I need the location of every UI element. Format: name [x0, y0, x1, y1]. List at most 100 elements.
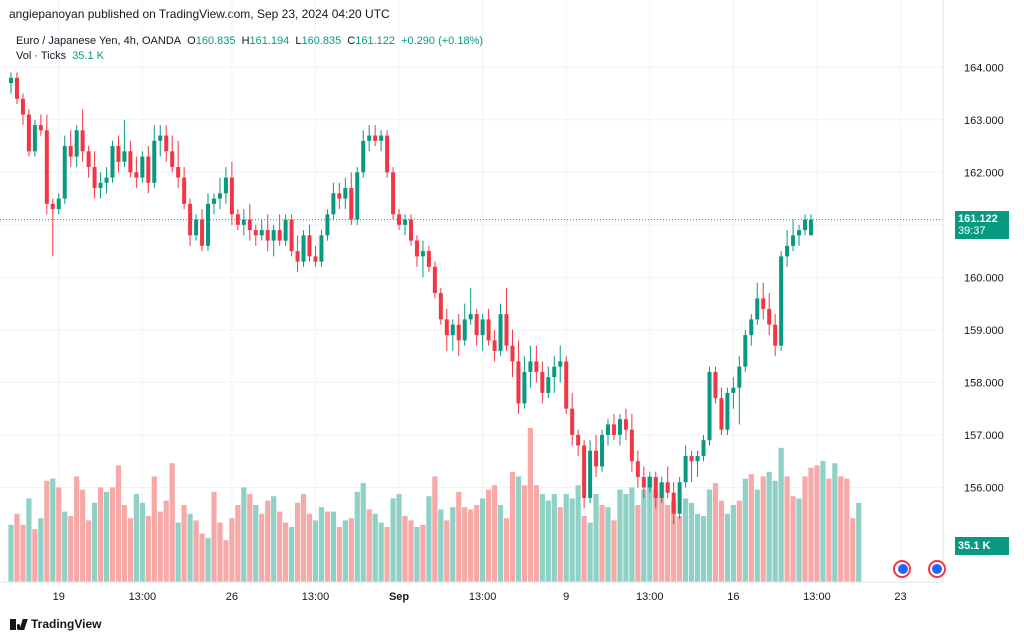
candle-body: [176, 167, 181, 178]
volume-bar: [426, 496, 432, 582]
volume-bar: [420, 524, 426, 582]
volume-bar: [86, 520, 92, 582]
candle-body: [773, 324, 778, 346]
candle-body: [647, 476, 652, 488]
volume-bar: [187, 513, 193, 582]
candle-body: [128, 151, 133, 173]
candle-body: [223, 177, 228, 194]
volume-axis-value: 35.1 K: [958, 540, 991, 552]
volume-bar: [97, 487, 104, 582]
candle-body: [289, 219, 294, 252]
candle-body: [803, 219, 808, 231]
candle-body: [516, 361, 521, 404]
volume-bar: [62, 511, 68, 582]
volume-bar: [724, 513, 730, 582]
volume-bar: [324, 511, 331, 582]
candle-body: [606, 424, 610, 435]
volume-bar: [527, 428, 533, 582]
candle-body: [546, 377, 551, 393]
symbol-title[interactable]: Euro / Japanese Yen, 4h, OANDA: [16, 35, 182, 47]
volume-bar: [557, 507, 563, 582]
candle-body: [98, 182, 103, 189]
volume-bar: [330, 511, 336, 582]
candle-body: [325, 214, 330, 236]
volume-bar: [354, 491, 360, 582]
candle-body: [229, 177, 234, 215]
candle-body: [44, 130, 49, 204]
candle-body: [337, 193, 342, 199]
candle-body: [808, 219, 813, 236]
time-tick: 13:00: [129, 591, 157, 603]
candle-body: [731, 387, 736, 393]
candle-body: [504, 314, 509, 346]
candle-body: [56, 198, 61, 210]
footer-brand[interactable]: TradingView: [10, 617, 101, 631]
volume-bar: [808, 467, 814, 582]
volume-bar: [306, 513, 313, 582]
volume-bar: [372, 513, 378, 582]
candle-body: [62, 146, 67, 199]
time-tick: 13:00: [803, 591, 831, 603]
volume-bar: [288, 527, 295, 582]
volume-bar: [814, 465, 820, 582]
grid-lines: [0, 0, 943, 582]
volume-bar: [718, 500, 725, 582]
candle-body: [26, 114, 31, 152]
candle-body: [653, 476, 658, 498]
volume-bar: [103, 491, 110, 582]
volume-bar: [647, 476, 653, 582]
candle-body: [170, 151, 175, 168]
candle-body: [755, 298, 760, 320]
candle-body: [576, 434, 581, 446]
candle-body: [779, 256, 784, 346]
time-tick: 9: [563, 591, 569, 603]
volume-bar: [497, 505, 504, 582]
volume-bar: [109, 487, 116, 582]
open-label: O: [187, 35, 196, 47]
bar-countdown: 39:37: [958, 224, 986, 237]
candle-body: [689, 455, 694, 462]
candle-body: [403, 219, 408, 225]
high-value: 161.194: [249, 35, 290, 47]
candle-body: [677, 482, 682, 514]
candle-body: [307, 235, 312, 257]
volume-bar: [635, 505, 641, 582]
candle-body: [737, 366, 742, 388]
volume-bar: [283, 522, 289, 582]
candle-body: [635, 461, 640, 477]
candle-body: [152, 140, 157, 183]
candle-body: [38, 125, 43, 131]
time-tick: 13:00: [302, 591, 330, 603]
volume-bar: [342, 520, 348, 582]
volume-bar: [772, 480, 778, 582]
volume-bar: [599, 505, 605, 582]
candle-body: [271, 230, 276, 241]
candle-body: [623, 419, 628, 430]
volume-bar: [390, 498, 396, 582]
volume-bar: [235, 505, 241, 582]
candle-body: [594, 450, 599, 467]
volume-bar: [348, 518, 354, 582]
volume-bar: [796, 498, 802, 582]
volume-label[interactable]: Vol · Ticks: [16, 50, 67, 62]
volume-bar: [444, 520, 450, 582]
volume-bar: [742, 478, 748, 582]
volume-bar: [605, 507, 611, 582]
candle-body: [247, 219, 252, 231]
volume-bar: [491, 485, 498, 582]
close-value: 161.122: [355, 35, 396, 47]
candle-body: [74, 130, 79, 157]
price-tick: 162.000: [964, 167, 1004, 179]
candle-body: [486, 319, 491, 341]
volume-bar: [91, 502, 98, 582]
candle-body: [50, 203, 55, 210]
price-tick: 158.000: [964, 377, 1004, 389]
volume-bar: [760, 476, 766, 582]
change-value: +0.290 (+0.18%): [401, 35, 484, 47]
candle-body: [492, 340, 497, 351]
volume-bar: [145, 516, 151, 582]
volume-bar: [778, 447, 784, 582]
footer-brand-name: TradingView: [31, 617, 102, 631]
candle-body: [749, 319, 754, 336]
